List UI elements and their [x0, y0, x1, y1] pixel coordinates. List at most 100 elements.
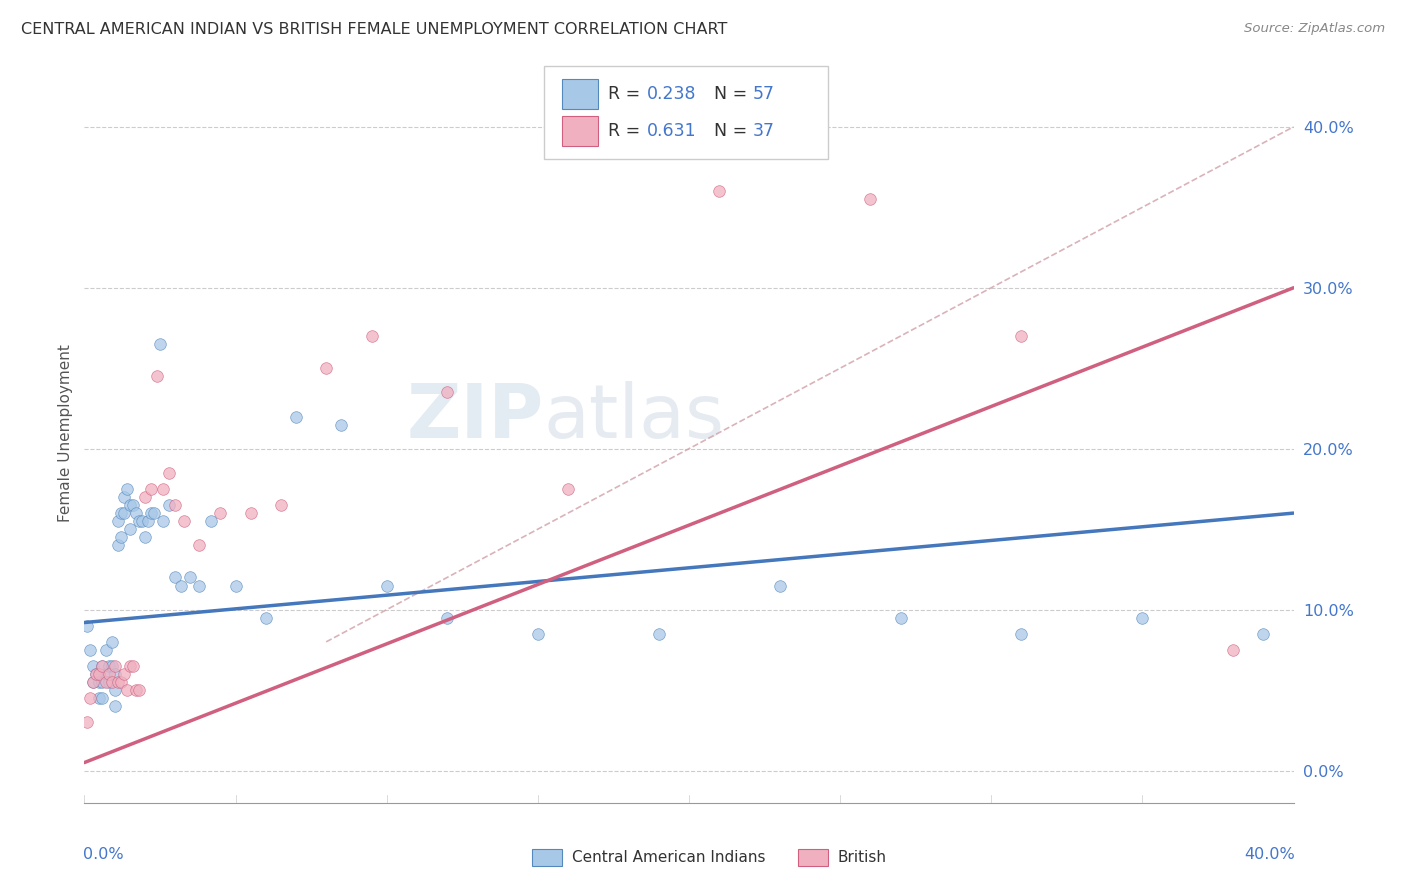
Point [97, 667, 120, 681]
Point [115, 482, 138, 496]
Point [89, 667, 111, 681]
Point [1011, 627, 1033, 641]
Point [110, 675, 132, 690]
Point [239, 506, 262, 520]
Point [1222, 643, 1244, 657]
FancyBboxPatch shape [562, 79, 599, 109]
Point [118, 498, 141, 512]
Point [97, 659, 120, 673]
Point [121, 498, 143, 512]
Point [121, 659, 143, 673]
Point [209, 506, 232, 520]
Point [152, 482, 174, 496]
Point [86, 667, 108, 681]
Point [82, 675, 104, 690]
Point [134, 490, 156, 504]
FancyBboxPatch shape [797, 849, 828, 866]
Point [225, 578, 247, 592]
Point [173, 514, 195, 528]
Point [769, 578, 792, 592]
Text: 0.0%: 0.0% [83, 847, 124, 863]
Text: R =: R = [607, 122, 645, 140]
FancyBboxPatch shape [562, 117, 599, 146]
Point [125, 683, 148, 698]
Text: 37: 37 [754, 122, 775, 140]
Point [82, 659, 104, 673]
Point [270, 498, 292, 512]
Point [100, 635, 122, 649]
Point [1011, 329, 1033, 343]
Point [136, 514, 159, 528]
Point [110, 530, 132, 544]
FancyBboxPatch shape [531, 849, 562, 866]
Point [142, 506, 165, 520]
Point [165, 570, 187, 584]
Point [89, 675, 111, 690]
Point [315, 361, 337, 376]
Point [436, 610, 458, 624]
Point [157, 466, 180, 480]
Point [165, 498, 187, 512]
Point [94, 675, 117, 690]
Point [76, 715, 98, 730]
Point [118, 659, 141, 673]
Point [100, 675, 122, 690]
Point [152, 514, 174, 528]
Text: 40.0%: 40.0% [1244, 847, 1295, 863]
Point [890, 610, 912, 624]
Text: atlas: atlas [544, 381, 725, 454]
Point [188, 538, 211, 552]
Point [107, 538, 129, 552]
Point [91, 691, 114, 706]
Point [157, 498, 180, 512]
Text: 57: 57 [754, 86, 775, 103]
Point [79, 691, 101, 706]
Point [115, 683, 138, 698]
Point [254, 610, 277, 624]
Text: Source: ZipAtlas.com: Source: ZipAtlas.com [1244, 22, 1385, 36]
Text: Central American Indians: Central American Indians [572, 850, 765, 865]
Point [91, 659, 114, 673]
Point [100, 659, 122, 673]
Point [76, 619, 98, 633]
Point [200, 514, 222, 528]
Point [82, 675, 104, 690]
Text: CENTRAL AMERICAN INDIAN VS BRITISH FEMALE UNEMPLOYMENT CORRELATION CHART: CENTRAL AMERICAN INDIAN VS BRITISH FEMAL… [21, 22, 727, 37]
Point [375, 578, 398, 592]
Point [149, 337, 172, 351]
Point [110, 506, 132, 520]
Point [112, 506, 135, 520]
Point [86, 667, 108, 681]
Point [709, 184, 731, 198]
Point [104, 683, 127, 698]
FancyBboxPatch shape [544, 66, 828, 159]
Point [91, 675, 114, 690]
Point [139, 482, 162, 496]
Point [107, 675, 129, 690]
Point [94, 667, 117, 681]
Point [134, 530, 156, 544]
Point [89, 691, 111, 706]
Point [1253, 627, 1275, 641]
Text: N =: N = [714, 122, 754, 140]
Text: N =: N = [714, 86, 754, 103]
Point [131, 514, 153, 528]
Point [94, 643, 117, 657]
Text: ZIP: ZIP [406, 381, 544, 454]
Point [125, 506, 148, 520]
Point [527, 627, 550, 641]
Text: 0.631: 0.631 [647, 122, 696, 140]
Point [107, 514, 129, 528]
Text: 0.238: 0.238 [647, 86, 696, 103]
Text: R =: R = [607, 86, 645, 103]
Point [104, 659, 127, 673]
Text: British: British [838, 850, 887, 865]
Point [285, 409, 308, 424]
Point [97, 675, 120, 690]
Point [170, 578, 193, 592]
Point [557, 482, 579, 496]
Point [79, 643, 101, 657]
Point [112, 667, 135, 681]
Point [188, 578, 211, 592]
Point [104, 699, 127, 714]
